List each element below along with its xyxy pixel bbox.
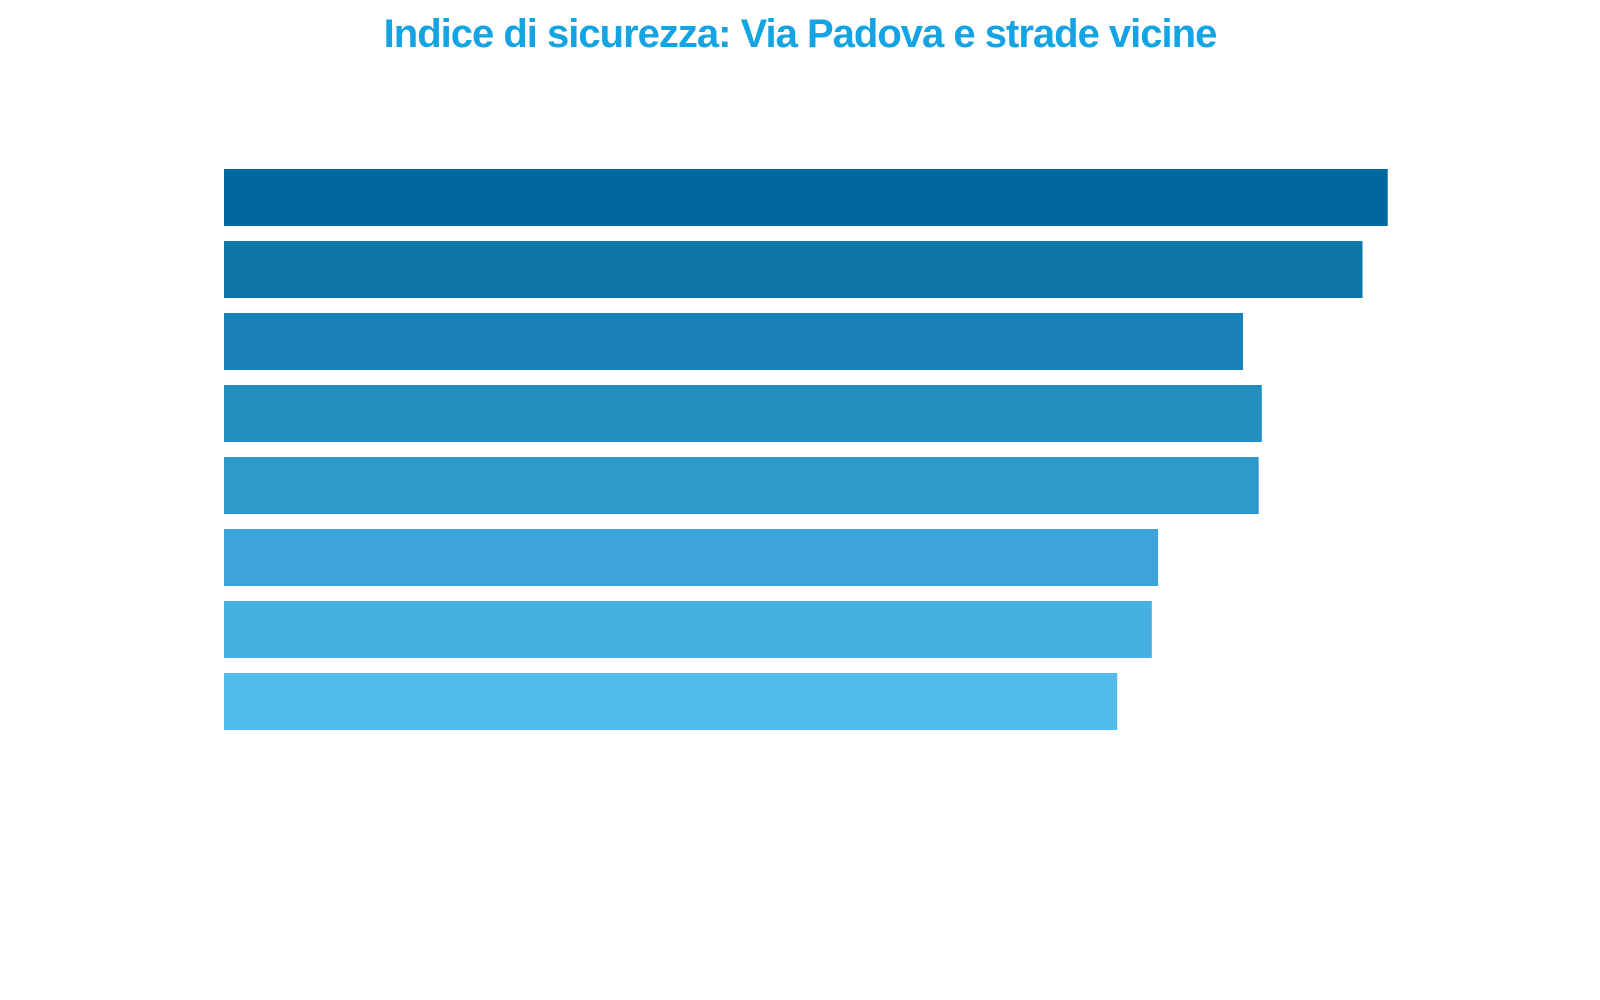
bar-1 <box>224 169 1388 226</box>
bar-6 <box>224 529 1159 586</box>
chart-title: Indice di sicurezza: Via Padova e strade… <box>383 12 1218 56</box>
bar-7 <box>224 601 1152 658</box>
bar-3 <box>224 313 1243 370</box>
bar-8 <box>224 673 1118 730</box>
bar-4 <box>224 385 1262 442</box>
bars-group <box>224 169 1388 730</box>
bar-2 <box>224 241 1363 298</box>
bar-5 <box>224 457 1259 514</box>
